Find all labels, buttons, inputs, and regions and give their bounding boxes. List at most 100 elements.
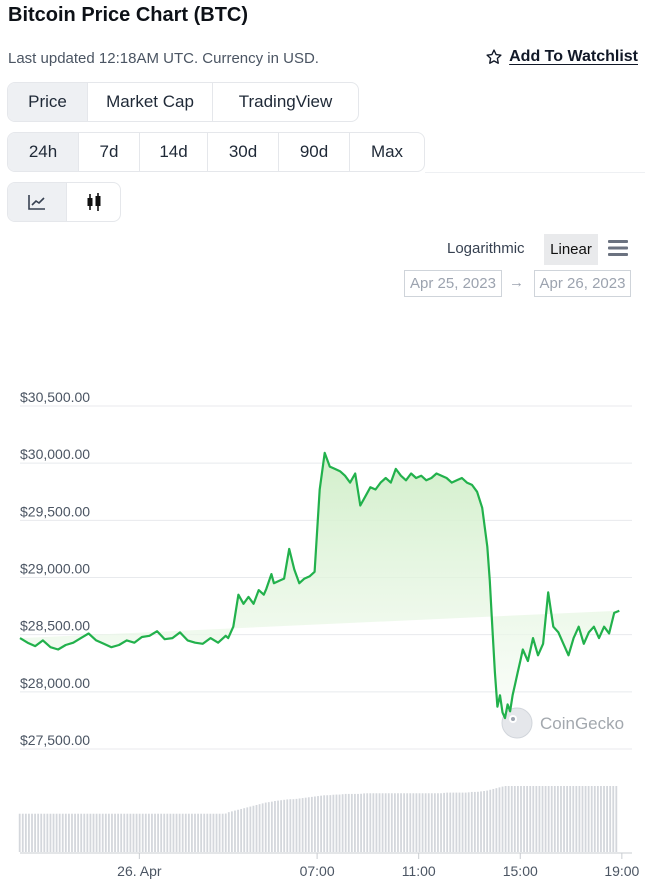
volume-bar	[83, 813, 86, 852]
chart-menu-button[interactable]	[605, 236, 631, 260]
date-to-input[interactable]: Apr 26, 2023	[534, 270, 631, 297]
date-from-input[interactable]: Apr 25, 2023	[404, 270, 502, 297]
volume-bar	[329, 795, 332, 852]
volume-bar	[517, 786, 519, 852]
logarithmic-scale-button[interactable]: Logarithmic	[447, 240, 525, 257]
volume-bar	[277, 800, 279, 852]
range-24h[interactable]: 24h	[8, 133, 79, 171]
volume-bar	[224, 813, 227, 852]
range-max[interactable]: Max	[370, 142, 404, 161]
watchlist-label: Add To Watchlist	[509, 48, 638, 65]
volume-bar	[452, 792, 455, 852]
volume-bar	[449, 792, 452, 852]
volume-bar	[147, 813, 150, 852]
volume-bar	[553, 786, 556, 852]
volume-bar	[510, 786, 513, 852]
volume-bar	[80, 813, 83, 852]
volume-bar	[547, 786, 550, 852]
watermark-text: CoinGecko	[540, 714, 624, 733]
volume-bar	[600, 786, 602, 852]
volume-bar	[350, 793, 353, 852]
volume-bar	[89, 813, 92, 852]
x-tick-label: 26. Apr	[117, 863, 162, 879]
line-chart-button[interactable]	[8, 183, 67, 221]
range-14d[interactable]: 14d	[140, 133, 208, 171]
tab-market-cap[interactable]: Market Cap	[88, 83, 213, 121]
coingecko-watermark: CoinGecko	[501, 707, 624, 739]
volume-bar	[144, 813, 147, 852]
add-to-watchlist-link[interactable]: Add To Watchlist	[485, 48, 638, 66]
volume-bar	[234, 810, 236, 852]
volume-bar	[280, 800, 283, 852]
volume-bar	[575, 786, 578, 852]
volume-bar	[381, 793, 384, 852]
volume-bar	[77, 813, 80, 852]
volume-bar	[274, 801, 276, 852]
x-tick-label: 11:00	[402, 863, 436, 879]
volume-bar	[194, 813, 196, 852]
volume-bar	[406, 793, 409, 852]
candlestick-icon	[87, 193, 100, 211]
range-30d[interactable]: 30d	[208, 133, 279, 171]
volume-bar	[492, 788, 495, 852]
volume-bar	[520, 786, 522, 852]
volume-bar	[430, 793, 433, 852]
volume-bar	[437, 793, 439, 852]
volume-bar	[129, 813, 132, 852]
volume-bar	[440, 793, 442, 852]
volume-bar	[372, 793, 375, 852]
volume-bar	[314, 796, 316, 852]
volume-bar	[126, 813, 129, 852]
range-90d[interactable]: 90d	[279, 133, 350, 171]
volume-bar	[341, 794, 344, 852]
volume-bar	[495, 788, 498, 852]
volume-bar	[58, 813, 61, 852]
volume-bar	[157, 813, 159, 852]
volume-bar	[563, 786, 565, 852]
x-tick-label: 07:00	[300, 863, 335, 879]
volume-bar	[101, 813, 104, 852]
volume-bar	[264, 802, 267, 852]
volume-bar	[178, 813, 181, 852]
volume-bar	[354, 793, 356, 852]
volume-bar	[151, 813, 153, 852]
volume-bar	[187, 813, 190, 852]
volume-bar	[43, 813, 46, 852]
volume-bar	[209, 813, 212, 852]
tab-tradingview[interactable]: TradingView	[238, 92, 333, 111]
volume-bar	[68, 813, 70, 852]
volume-bar	[92, 813, 95, 852]
volume-bar	[378, 793, 381, 852]
line-chart-icon	[28, 195, 45, 210]
volume-bar	[169, 813, 172, 852]
volume-bar	[455, 792, 458, 852]
x-tick-label: 19:00	[604, 863, 639, 879]
volume-bar	[141, 813, 144, 852]
candlestick-button[interactable]	[67, 183, 120, 221]
range-7d[interactable]: 7d	[79, 133, 140, 171]
volume-bar	[295, 798, 298, 852]
linear-scale-button[interactable]: Linear	[544, 234, 598, 265]
date-range-arrow: →	[509, 274, 524, 291]
volume-bar	[267, 802, 270, 852]
volume-bar	[344, 793, 347, 852]
volume-bar	[467, 792, 470, 852]
tab-price[interactable]: Price	[8, 83, 88, 121]
volume-bar	[154, 813, 156, 852]
volume-bar	[357, 793, 359, 852]
volume-bar	[569, 786, 572, 852]
volume-bar	[538, 786, 541, 852]
volume-bar	[37, 813, 40, 852]
volume-bar	[566, 786, 569, 852]
volume-bar	[71, 813, 73, 852]
volume-bar	[283, 799, 286, 852]
price-series-line	[19, 451, 620, 720]
volume-bar	[24, 813, 27, 852]
volume-bar	[424, 793, 427, 852]
volume-bar	[427, 793, 430, 852]
volume-bar	[289, 799, 292, 852]
volume-bar	[338, 794, 341, 852]
volume-bar	[252, 805, 255, 852]
volume-bar	[258, 804, 261, 852]
